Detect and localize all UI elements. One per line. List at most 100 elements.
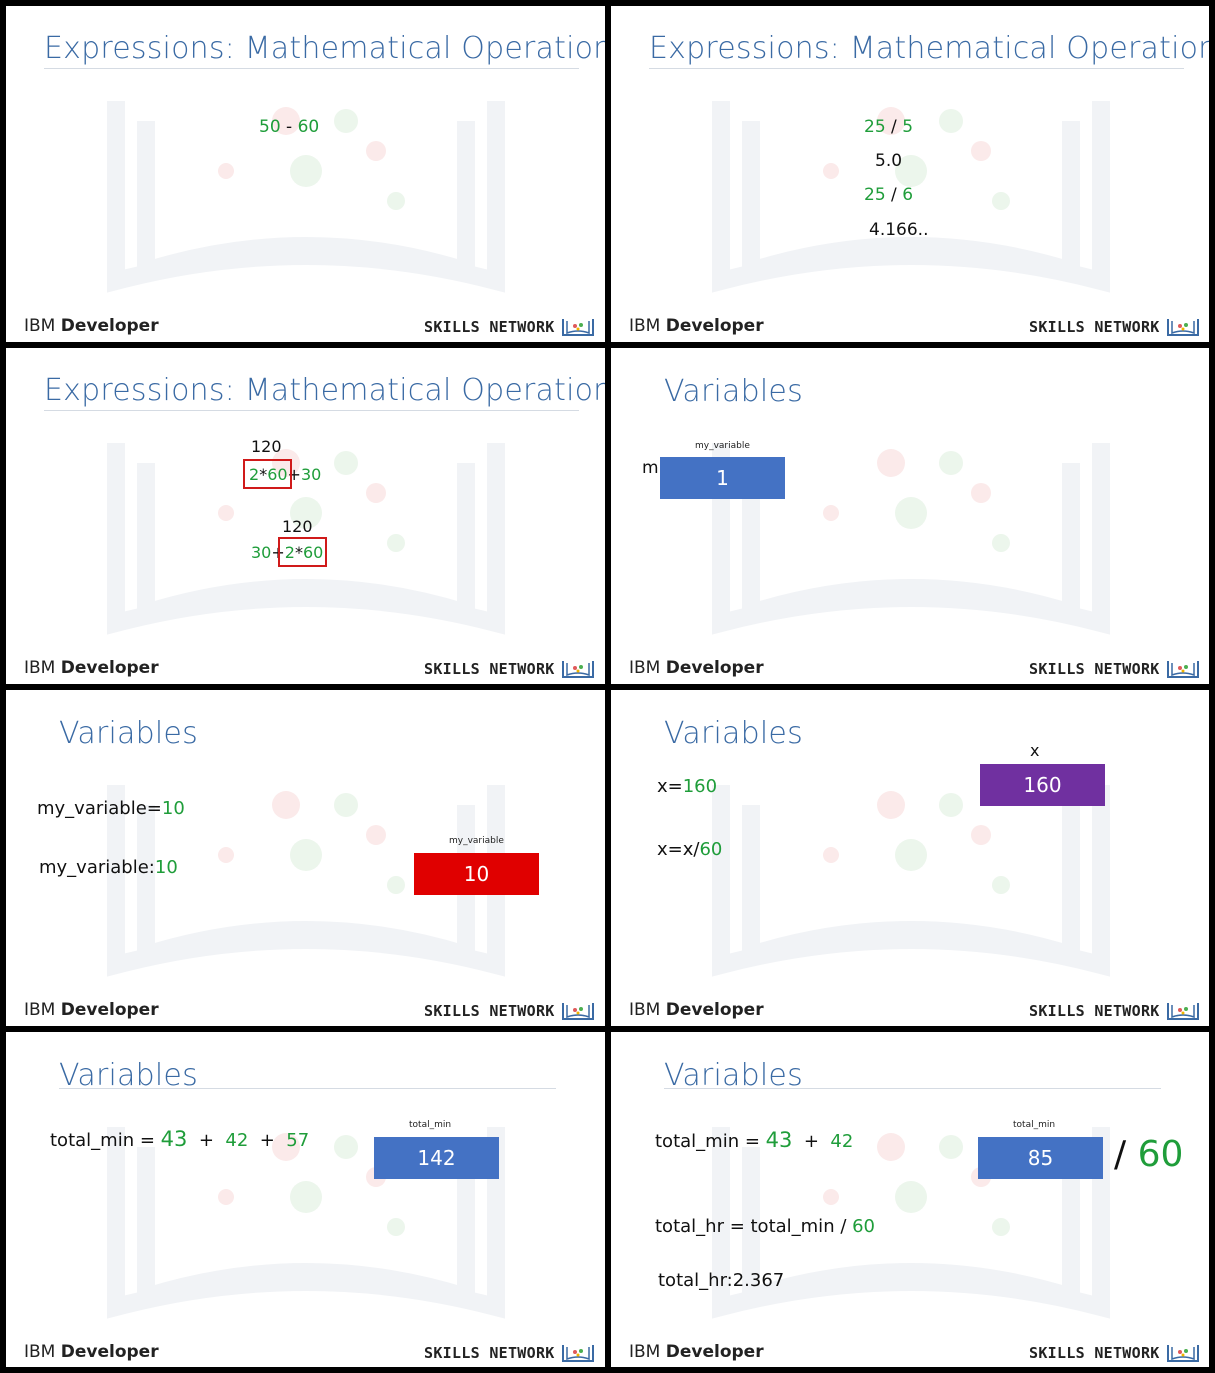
book-icon (562, 661, 594, 678)
variable-label: my_variable (695, 441, 750, 451)
partial-text: m (642, 458, 659, 478)
equation: total_min = 43 + 42 (655, 1128, 853, 1152)
variable-name: x= (657, 776, 683, 797)
ibm-developer-logo: IBM Developer (24, 316, 159, 336)
book-icon (562, 1003, 594, 1020)
operand: 25 (864, 117, 886, 137)
operand: 2 (249, 465, 260, 484)
book-icon (1167, 1345, 1199, 1362)
variable-name: total_min = (50, 1130, 161, 1151)
operator: + (259, 1130, 275, 1151)
operator: - (280, 117, 298, 137)
slide-title: Variables (664, 716, 803, 751)
operator: * (259, 465, 268, 484)
operand: 25 (864, 185, 886, 205)
assignment: x=160 (657, 776, 717, 797)
operand: 30 (251, 543, 272, 562)
value: 60 (699, 839, 723, 860)
value: 10 (154, 857, 178, 878)
operand: 60 (852, 1216, 876, 1237)
slide-2: Expressions: Mathematical Operations 25 … (611, 6, 1209, 342)
value: 160 (682, 776, 718, 797)
book-icon (1167, 1003, 1199, 1020)
operand: 5 (902, 117, 914, 137)
expression: 25 / 5 (864, 117, 913, 137)
title-underline (649, 68, 1184, 69)
highlight-box (278, 537, 327, 567)
result-label: 120 (282, 517, 313, 536)
variable-box: 142 (374, 1137, 499, 1179)
ibm-developer-logo: IBM Developer (24, 658, 159, 678)
slide-4: Variables m my_variable 1 IBM Developer … (611, 348, 1209, 684)
slide-title: Expressions: Mathematical Operations (649, 31, 1209, 66)
operand: 60 (297, 117, 320, 137)
operand: 30 (300, 465, 322, 484)
slide-3: Expressions: Mathematical Operations 120… (6, 348, 605, 684)
variable-name: my_variable= (37, 798, 162, 819)
skills-network-logo: SKILLS NETWORK (424, 660, 555, 678)
book-icon (562, 319, 594, 336)
skills-network-logo: SKILLS NETWORK (424, 1344, 555, 1362)
operand: 43 (765, 1128, 793, 1152)
slide-8: Variables total_min = 43 + 42 total_min … (611, 1032, 1209, 1367)
book-icon (1167, 661, 1199, 678)
highlight-box (243, 459, 292, 489)
operand: 2 (284, 543, 295, 562)
variable-name: x=x/ (657, 839, 700, 860)
variable-name: total_min = (655, 1131, 766, 1152)
result: 5.0 (875, 151, 903, 171)
skills-network-logo: SKILLS NETWORK (424, 1002, 555, 1020)
variable-display: my_variable:10 (39, 857, 178, 878)
ibm-developer-logo: IBM Developer (629, 1000, 764, 1020)
operator: + (198, 1130, 214, 1151)
variable-label: total_min (409, 1120, 452, 1130)
ibm-developer-logo: IBM Developer (629, 1342, 764, 1362)
skills-network-logo: SKILLS NETWORK (1029, 1002, 1160, 1020)
divide-operation: / 60 (1114, 1134, 1183, 1175)
skills-network-logo: SKILLS NETWORK (1029, 660, 1160, 678)
ibm-developer-logo: IBM Developer (24, 1342, 159, 1362)
slide-title: Expressions: Mathematical Operations (44, 31, 605, 66)
slide-7: Variables total_min = 43 + 42 + 57 total… (6, 1032, 605, 1367)
ibm-developer-logo: IBM Developer (629, 316, 764, 336)
variable-label: total_min (1013, 1120, 1056, 1130)
variable-box: 160 (980, 764, 1105, 806)
variable-box: 1 (660, 457, 785, 499)
slide-title: Variables (664, 1058, 803, 1093)
ibm-developer-logo: IBM Developer (24, 1000, 159, 1020)
result-label: 120 (251, 437, 282, 456)
operand: 60 (302, 543, 324, 562)
book-icon (1167, 319, 1199, 336)
variable-label: x (1030, 741, 1040, 760)
operand: 42 (830, 1131, 854, 1152)
assignment: x=x/60 (657, 839, 722, 860)
title-underline (59, 1088, 556, 1089)
expression: 50 - 60 (259, 117, 319, 137)
value: 10 (161, 798, 185, 819)
result: total_hr:2.367 (658, 1270, 785, 1291)
skills-network-logo: SKILLS NETWORK (424, 318, 555, 336)
operator: + (803, 1131, 819, 1152)
result: 4.166.. (869, 220, 929, 240)
title-underline (664, 1088, 1161, 1089)
operator: / (885, 185, 903, 205)
operand: 57 (286, 1130, 310, 1151)
variable-name: total_hr = total_min / (655, 1216, 853, 1237)
operand: 60 (267, 465, 288, 484)
title-underline (44, 410, 579, 411)
operand: 43 (160, 1127, 188, 1151)
operator: * (294, 543, 303, 562)
equation: total_min = 43 + 42 + 57 (50, 1127, 309, 1151)
slide-1: Expressions: Mathematical Operations 50 … (6, 6, 605, 342)
slide-title: Variables (59, 716, 198, 751)
variable-label: my_variable (449, 836, 504, 846)
slide-6: Variables x=160 x=x/60 x 160 IBM Develop… (611, 690, 1209, 1026)
slide-title: Variables (59, 1058, 198, 1093)
equation: total_hr = total_min / 60 (655, 1216, 875, 1237)
operator: / (885, 117, 903, 137)
slide-title: Expressions: Mathematical Operations (44, 373, 605, 408)
divisor: 60 (1137, 1134, 1184, 1175)
assignment: my_variable=10 (37, 798, 185, 819)
expression: 30+2*60 (251, 543, 323, 562)
variable-box: 85 (978, 1137, 1103, 1179)
